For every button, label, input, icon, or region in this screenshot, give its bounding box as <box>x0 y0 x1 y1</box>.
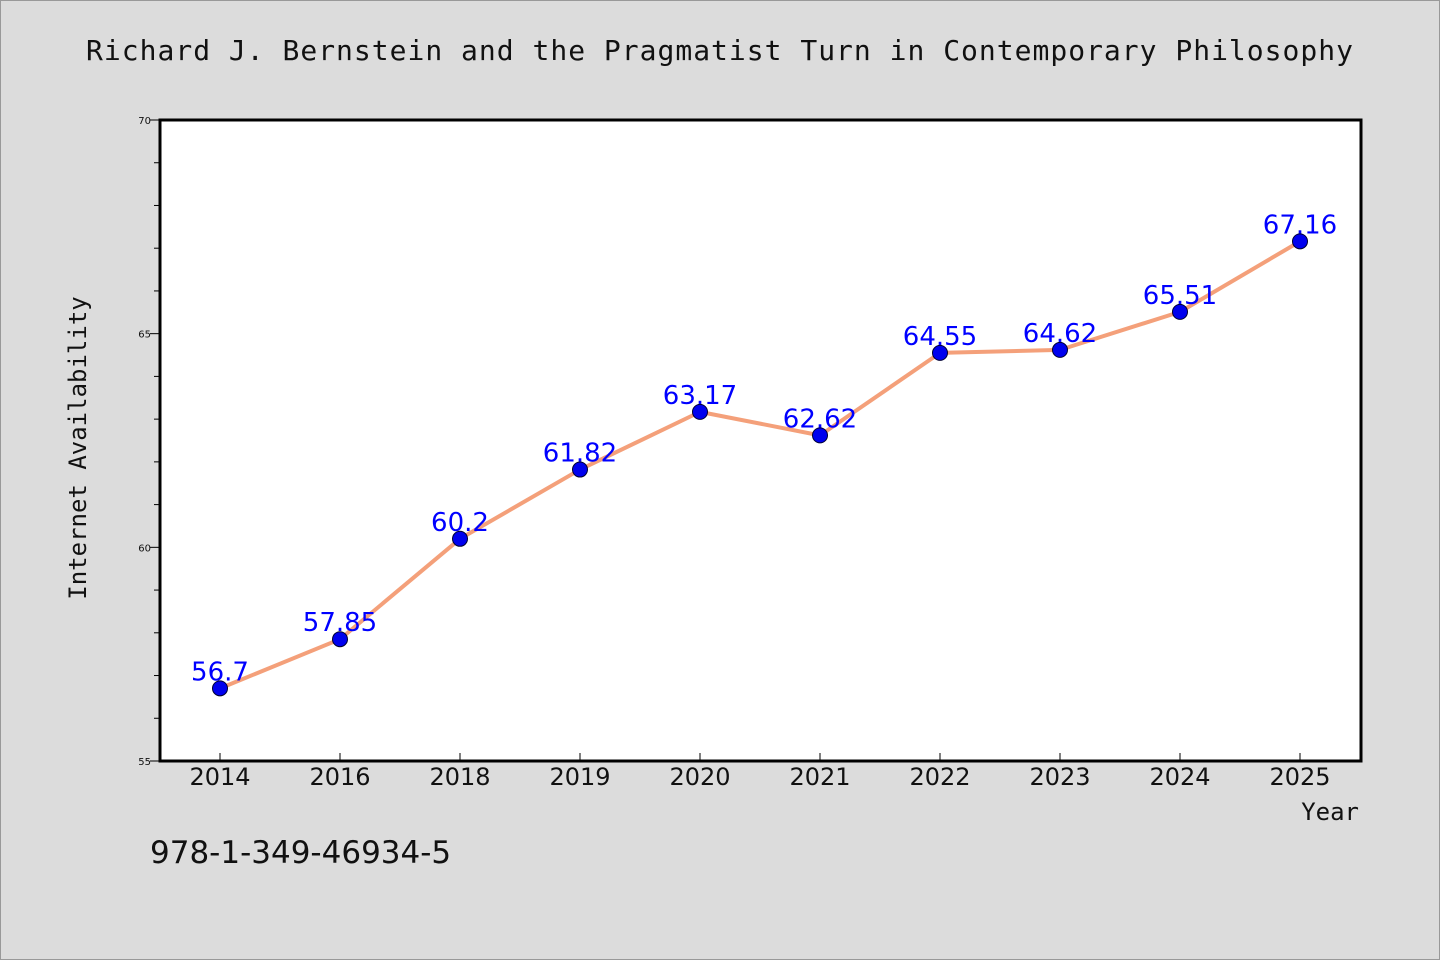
data-point <box>1172 303 1188 320</box>
data-label: 57.85 <box>303 608 377 638</box>
data-point <box>212 680 228 697</box>
series-line-group <box>218 239 1302 691</box>
data-point <box>1292 233 1308 250</box>
x-tick-label: 2014 <box>189 763 250 791</box>
data-point <box>332 631 348 648</box>
y-axis-title: Internet Availability <box>64 296 92 599</box>
y-tick-label: 70 <box>138 116 151 127</box>
plot-area <box>158 118 1363 763</box>
y-axis: 55 60 65 70 <box>138 116 160 768</box>
data-label: 62.62 <box>783 404 857 434</box>
x-tick-label: 2024 <box>1149 763 1210 791</box>
data-point <box>692 403 708 420</box>
x-axis-title: Year <box>1301 798 1359 826</box>
y-tick-label: 55 <box>138 757 151 768</box>
data-point <box>1052 341 1068 358</box>
data-label: 64.62 <box>1023 319 1097 349</box>
x-tick-label: 2018 <box>429 763 490 791</box>
data-point <box>932 344 948 361</box>
data-point <box>452 530 468 547</box>
data-label: 61.82 <box>543 439 617 469</box>
x-tick-label: 2020 <box>669 763 730 791</box>
data-point <box>572 461 588 478</box>
series-line <box>218 239 1302 691</box>
y-tick-label: 65 <box>138 330 151 341</box>
data-label: 56.7 <box>191 657 249 687</box>
data-label: 64.55 <box>903 322 977 352</box>
x-tick-label: 2025 <box>1269 763 1330 791</box>
data-label: 65.51 <box>1143 281 1217 311</box>
data-label: 67.16 <box>1263 210 1337 240</box>
x-tick-label: 2022 <box>909 763 970 791</box>
x-tick-label: 2021 <box>789 763 850 791</box>
x-tick-label: 2023 <box>1029 763 1090 791</box>
y-tick-label: 60 <box>138 543 151 554</box>
isbn-text: 978-1-349-46934-5 <box>150 835 452 871</box>
data-labels-group: 56.7 57.85 60.2 61.82 63.17 62.62 64.55 64.62 65… <box>191 210 1337 687</box>
chart-title: Richard J. Bernstein and the Pragmatist … <box>86 34 1354 67</box>
data-label: 63.17 <box>663 381 737 411</box>
x-axis: 2014 2016 2018 2019 2020 2021 2022 2023 2024 2025 <box>189 753 1331 791</box>
data-label: 60.2 <box>431 508 489 538</box>
markers-group <box>212 233 1308 697</box>
x-tick-label: 2019 <box>549 763 610 791</box>
x-tick-label: 2016 <box>309 763 370 791</box>
data-point <box>812 427 828 444</box>
